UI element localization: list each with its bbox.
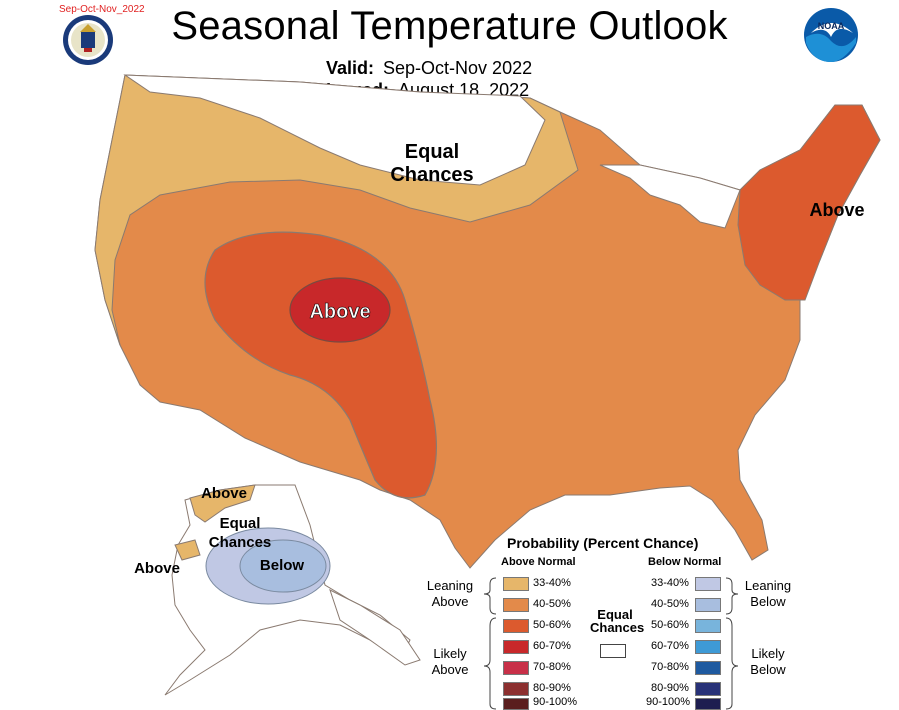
legend: Probability (Percent Chance) Above Norma… <box>400 532 791 710</box>
legend-title: Probability (Percent Chance) <box>507 535 699 551</box>
alaska-above-west <box>174 539 201 561</box>
pct-below-50-60: 50-60% <box>651 619 689 631</box>
svg-text:NOAA: NOAA <box>818 21 845 31</box>
pct-above-33-40: 33-40% <box>533 577 571 589</box>
label-ak-equal: Equal <box>220 515 261 532</box>
swatch-above-33-40 <box>503 577 529 591</box>
alaska-above-north <box>189 484 256 523</box>
valid-label: Valid: <box>326 58 375 78</box>
colorado-above-core <box>289 277 391 343</box>
label-conus-chances: Chances <box>390 164 473 186</box>
swatch-above-60-70 <box>503 640 529 654</box>
equal-chances-label: Equal Chances <box>590 607 645 635</box>
pct-below-40-50: 40-50% <box>651 598 689 610</box>
commerce-seal-logo <box>63 15 113 65</box>
swatch-below-50-60 <box>695 619 721 633</box>
pct-above-40-50: 40-50% <box>533 598 571 610</box>
group-likely-below: Likely Below <box>740 646 796 678</box>
legend-above-header: Above Normal <box>501 556 576 568</box>
group-leaning-above: Leaning Above <box>420 578 480 610</box>
swatch-below-90-100 <box>695 698 721 710</box>
swatch-above-40-50 <box>503 598 529 612</box>
swatch-below-33-40 <box>695 577 721 591</box>
label-ak-above-west: Above <box>134 560 180 577</box>
pct-above-80-90: 80-90% <box>533 682 571 694</box>
pct-below-80-90: 80-90% <box>651 682 689 694</box>
label-ak-chances: Chances <box>209 534 272 551</box>
swatch-above-90-100 <box>503 698 529 710</box>
pct-above-50-60: 50-60% <box>533 619 571 631</box>
likely-below-line1: Likely <box>751 646 785 661</box>
pct-below-60-70: 60-70% <box>651 640 689 652</box>
legend-below-header: Below Normal <box>648 556 722 568</box>
likely-above-line1: Likely <box>433 646 467 661</box>
pct-below-70-80: 70-80% <box>651 661 689 673</box>
pct-above-90-100: 90-100% <box>533 696 578 708</box>
likely-above-line2: Above <box>431 662 469 677</box>
swatch-below-70-80 <box>695 661 721 675</box>
valid-line: Valid: Sep-Oct-Nov 2022 <box>326 58 532 79</box>
pct-below-90-100: 90-100% <box>646 696 691 708</box>
equal-line1: Equal <box>597 607 633 622</box>
label-ak-above-north: Above <box>201 485 247 502</box>
label-conus-above-northeast: Above <box>809 200 864 220</box>
swatch-above-50-60 <box>503 619 529 633</box>
swatch-equal-chances <box>600 644 626 658</box>
great-lakes-area <box>599 164 741 229</box>
alaska-panhandle <box>329 589 421 666</box>
noaa-logo: NOAA <box>804 8 858 62</box>
alaska-below-inner <box>239 539 327 593</box>
valid-value: Sep-Oct-Nov 2022 <box>383 58 533 78</box>
swatch-above-80-90 <box>503 682 529 696</box>
pct-above-60-70: 60-70% <box>533 640 571 652</box>
group-leaning-below: Leaning Below <box>740 578 796 610</box>
label-conus-above-center: Above <box>309 301 370 323</box>
leaning-below-line1: Leaning <box>744 578 792 593</box>
left-brackets <box>483 577 497 710</box>
leaning-above-line2: Above <box>431 594 469 609</box>
right-brackets <box>725 577 739 710</box>
swatch-above-70-80 <box>503 661 529 675</box>
swatch-below-80-90 <box>695 682 721 696</box>
equal-line2: Chances <box>590 620 645 635</box>
label-conus-equal: Equal <box>405 141 459 163</box>
swatch-below-40-50 <box>695 598 721 612</box>
likely-below-line2: Below <box>750 662 786 677</box>
pct-below-33-40: 33-40% <box>651 577 689 589</box>
page-title: Seasonal Temperature Outlook <box>171 4 728 48</box>
group-likely-above: Likely Above <box>420 646 480 678</box>
leaning-above-line1: Leaning <box>426 578 474 593</box>
label-ak-below: Below <box>260 557 305 574</box>
pct-above-70-80: 70-80% <box>533 661 571 673</box>
northeast-above-region <box>737 104 881 301</box>
leaning-below-line2: Below <box>750 594 786 609</box>
swatch-below-60-70 <box>695 640 721 654</box>
file-tag: Sep-Oct-Nov_2022 <box>59 4 145 15</box>
conus-equal-chances-north <box>123 74 546 186</box>
